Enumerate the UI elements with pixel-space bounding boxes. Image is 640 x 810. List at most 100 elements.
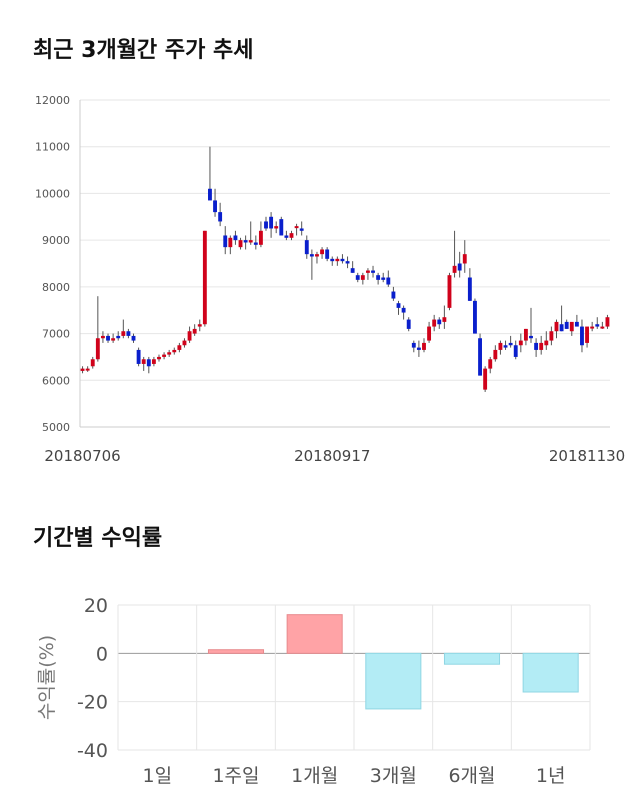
returns-chart-title: 기간별 수익률	[33, 526, 163, 551]
candle-down	[416, 347, 421, 350]
candle-down	[264, 221, 268, 229]
candle-up	[157, 356, 161, 360]
candle-down	[508, 342, 513, 346]
returns-y-axis-label: 수익률(%)	[36, 635, 58, 720]
candle-down	[467, 277, 472, 301]
candle-up	[172, 349, 177, 353]
candle-up	[85, 368, 90, 371]
period-returns-bar-chart: 20 0 -20 -40 1일 1주일 1개월 3개월 6개월 1년 수익률(%)	[36, 595, 591, 787]
candle-up	[289, 233, 294, 238]
price-y-tick-label: 8000	[42, 281, 70, 294]
candle-up	[248, 240, 253, 243]
candle-down	[218, 212, 223, 222]
returns-y-tick-label: -40	[77, 740, 108, 762]
returns-x-tick-label: 1년	[536, 765, 566, 787]
candle-up	[187, 331, 192, 341]
candle-up	[192, 328, 197, 334]
candle-up	[447, 275, 452, 308]
price-y-tick-label: 5000	[42, 421, 70, 434]
candle-up	[523, 328, 528, 341]
price-x-tick-label: 20180917	[294, 447, 370, 465]
candle-down	[355, 275, 360, 280]
candle-down	[213, 200, 217, 213]
candle-up	[274, 226, 279, 229]
candle-down	[396, 303, 401, 308]
returns-y-tick-label: 0	[96, 643, 108, 665]
candle-down	[126, 331, 131, 336]
candle-down	[595, 324, 600, 327]
candle-down	[146, 359, 151, 367]
candle-up	[569, 321, 574, 332]
candle-down	[503, 345, 508, 348]
candle-down	[411, 342, 416, 348]
candle-down	[406, 319, 411, 329]
candle-up	[427, 326, 432, 341]
candle-up	[422, 342, 426, 350]
candle-down	[345, 261, 350, 264]
return-bar	[207, 649, 265, 654]
candle-down	[299, 228, 304, 231]
price-y-tick-label: 6000	[42, 374, 70, 387]
candle-down	[574, 321, 579, 327]
candle-up	[238, 240, 243, 248]
price-chart-title: 최근 3개월간 주가 추세	[33, 38, 254, 63]
candle-up	[111, 338, 116, 341]
returns-x-tick-label: 1일	[143, 765, 173, 787]
candle-up	[294, 226, 299, 229]
candle-up	[197, 324, 202, 327]
candle-down	[457, 263, 462, 271]
candle-down	[269, 216, 274, 229]
price-y-tick-label: 9000	[42, 234, 70, 247]
candle-up	[360, 275, 365, 280]
price-candlestick-chart: 12000 11000 10000 9000 8000 7000 6000 5000 20180…	[35, 94, 625, 465]
candle-up	[539, 342, 544, 350]
candle-up	[320, 249, 325, 255]
candle-down	[309, 254, 314, 257]
candle-down	[106, 335, 110, 341]
candle-up	[442, 317, 447, 322]
price-y-tick-label: 11000	[35, 141, 70, 154]
returns-x-tick-label: 6개월	[448, 765, 495, 787]
candle-down	[564, 321, 569, 329]
candle-down	[376, 275, 381, 280]
candle-up	[590, 326, 595, 329]
candle-up	[365, 270, 370, 273]
returns-y-tick-label: -20	[77, 692, 108, 714]
candle-up	[177, 345, 182, 350]
candle-up	[554, 321, 559, 332]
candle-up	[518, 340, 523, 346]
candle-down	[391, 291, 396, 299]
candle-down	[223, 235, 228, 248]
candle-up	[202, 230, 207, 325]
candle-up	[258, 230, 263, 245]
candle-up	[483, 368, 488, 390]
candle-down	[279, 219, 284, 236]
candle-up	[141, 359, 146, 364]
returns-x-tick-label: 3개월	[370, 765, 417, 787]
candle-down	[371, 270, 375, 273]
candle-up	[121, 331, 126, 336]
candle-down	[325, 249, 330, 259]
return-bar	[522, 652, 579, 693]
candle-up	[462, 254, 467, 264]
candle-down	[437, 319, 442, 325]
candle-up	[544, 340, 549, 346]
candle-up	[100, 335, 105, 339]
candle-down	[136, 349, 141, 364]
candle-up	[167, 352, 172, 355]
candle-down	[340, 258, 345, 262]
candle-down	[529, 335, 533, 339]
candle-up	[498, 342, 503, 350]
candle-down	[350, 268, 355, 273]
candle-up	[162, 354, 167, 357]
candle-up	[182, 340, 187, 346]
candle-down	[233, 235, 238, 241]
price-y-tick-label: 12000	[35, 94, 70, 107]
candle-down	[381, 277, 386, 280]
candle-up	[95, 338, 100, 360]
return-bar	[443, 652, 501, 665]
return-bar	[365, 652, 422, 710]
candle-up	[605, 317, 610, 327]
candle-down	[401, 307, 406, 313]
candle-up	[432, 319, 437, 327]
